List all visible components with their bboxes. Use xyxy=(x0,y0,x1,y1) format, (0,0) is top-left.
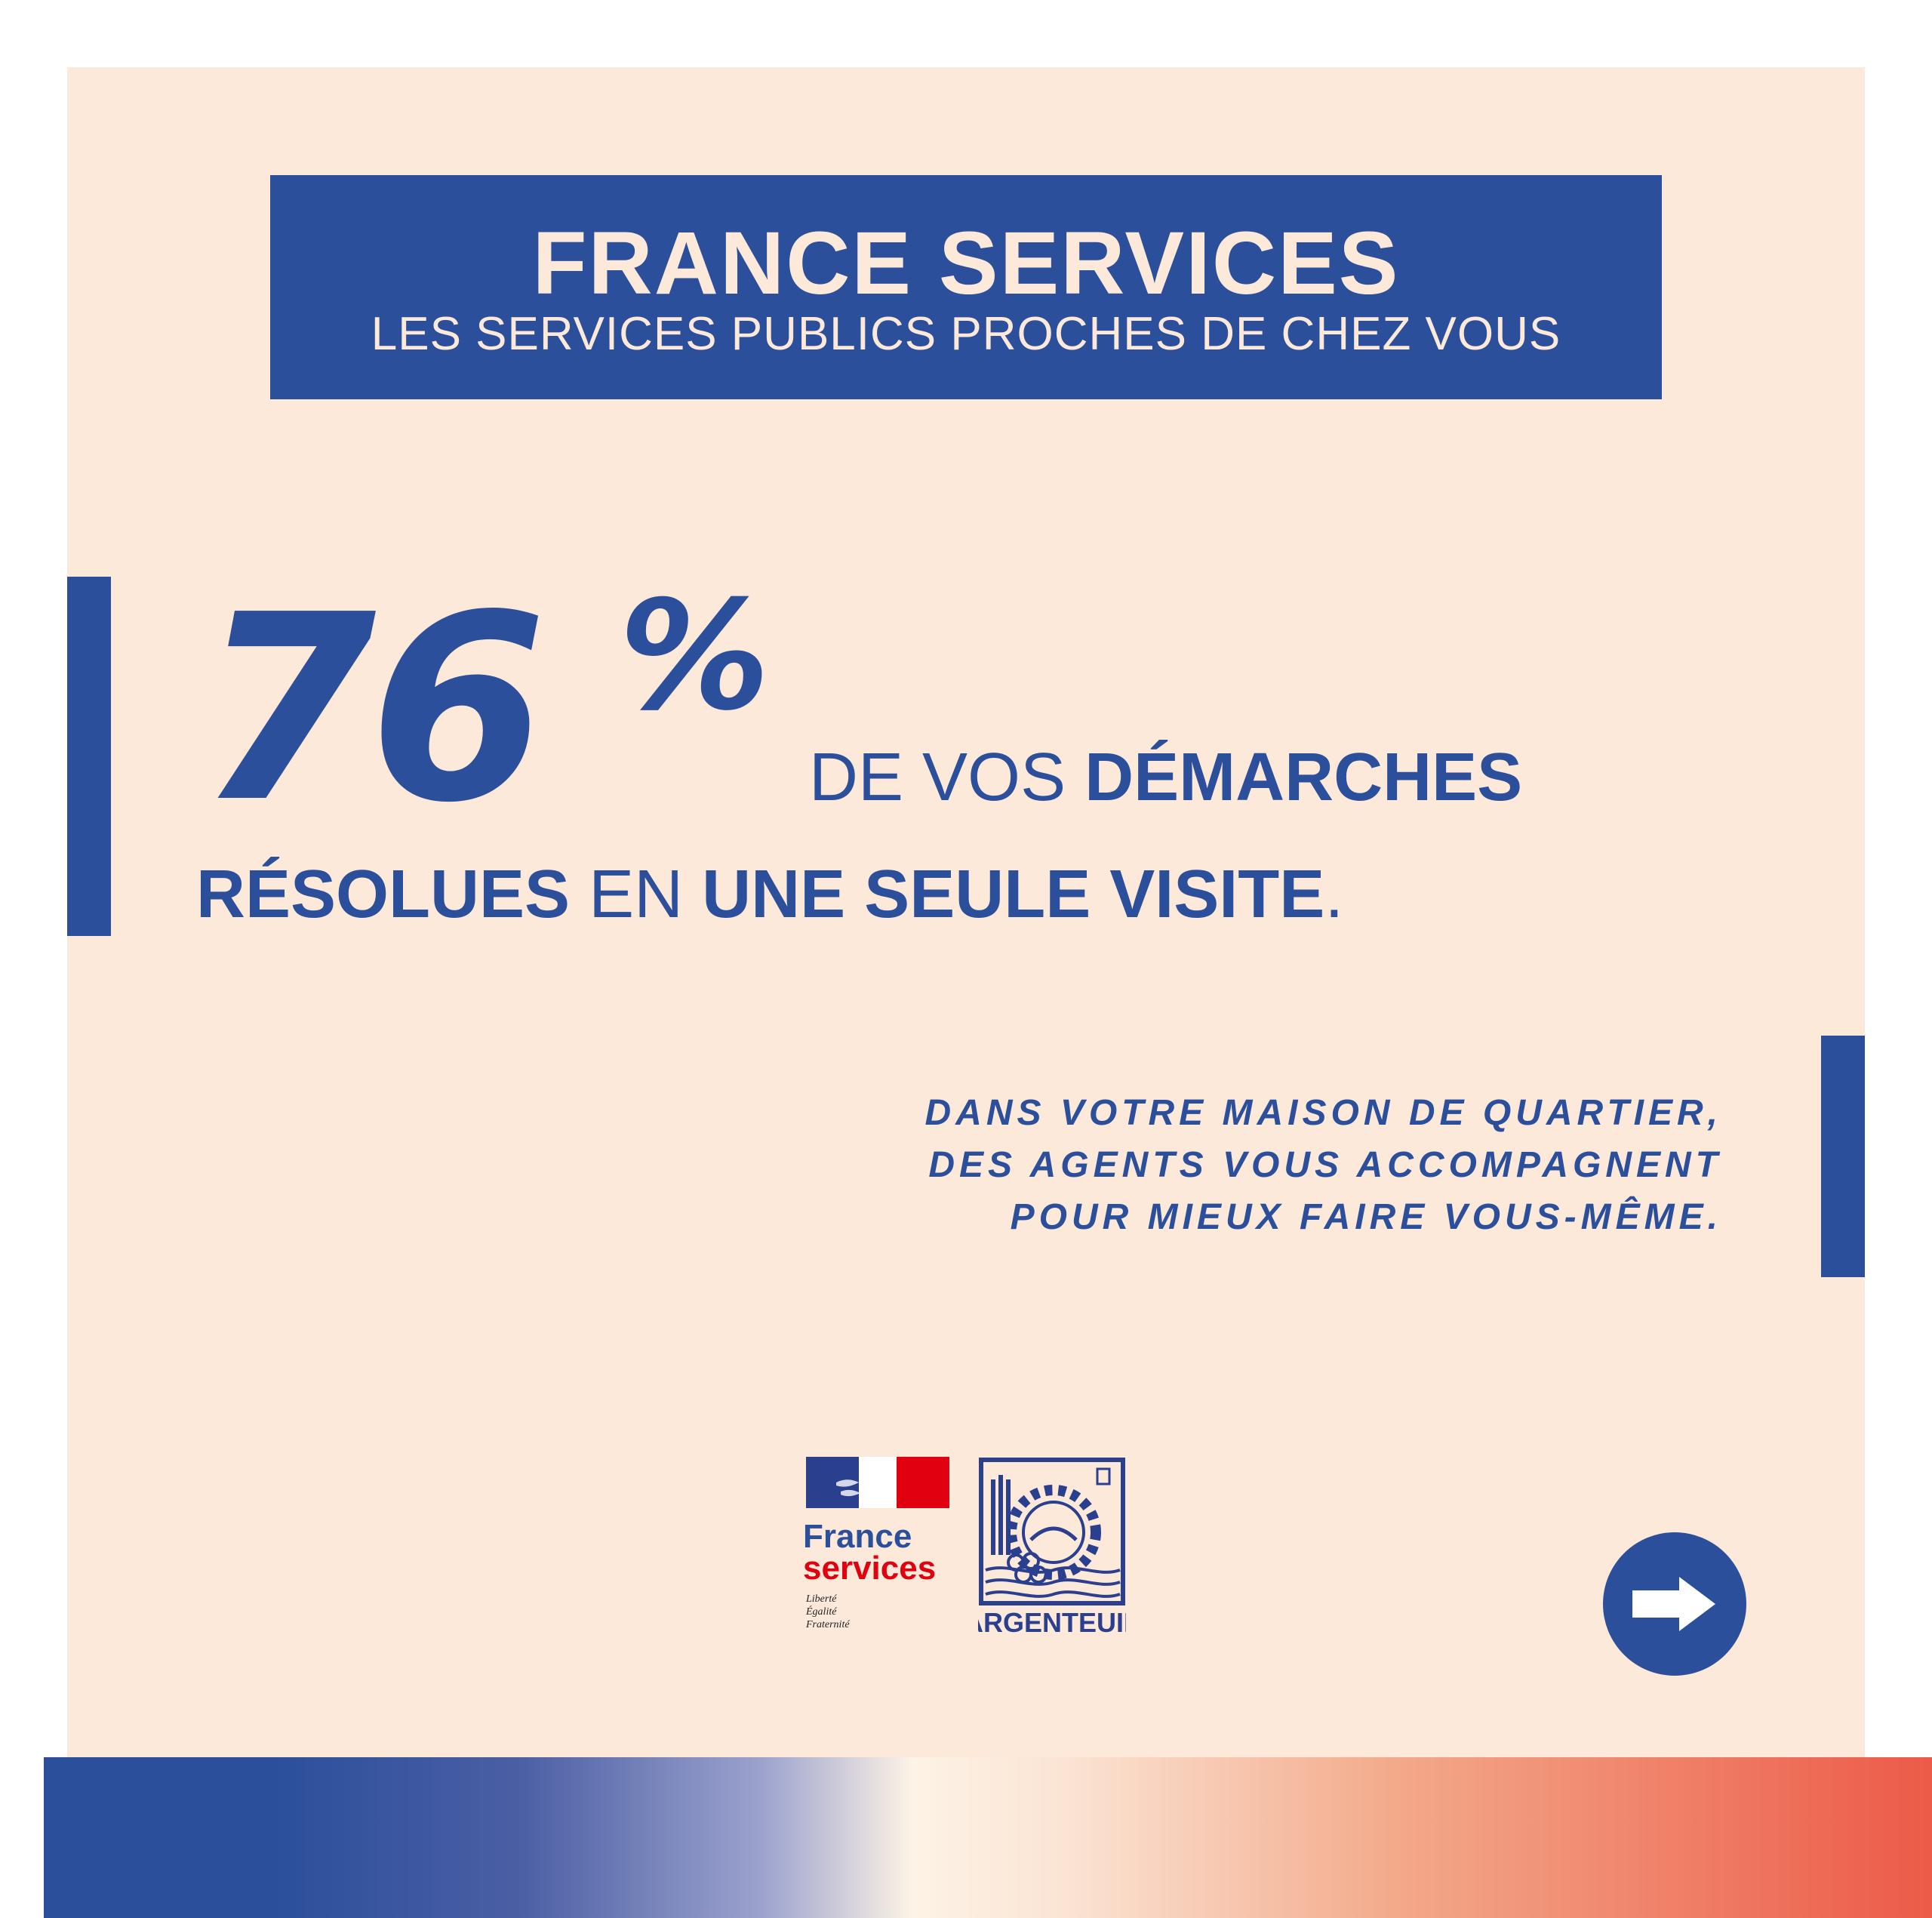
marianne-flag-icon xyxy=(806,1457,949,1508)
france-services-name-line-1: France xyxy=(803,1518,912,1555)
arrow-right-icon xyxy=(1632,1577,1715,1631)
tricolor-gradient-band xyxy=(44,1757,1932,1918)
france-services-logo: France services Liberté Égalité Fraterni… xyxy=(801,1457,952,1638)
left-accent-bar xyxy=(67,577,111,936)
stat-line-2-bold-b: UNE SEULE VISITE xyxy=(702,857,1325,932)
page-subtitle: LES SERVICES PUBLICS PROCHES DE CHEZ VOU… xyxy=(371,308,1561,360)
argenteuil-crest-icon: ARGENTEUIL xyxy=(964,1458,1140,1638)
stat-line-1-bold: DÉMARCHES xyxy=(1084,740,1523,815)
motto-line: Fraternité xyxy=(806,1619,850,1630)
stat-line-1-light: DE VOS xyxy=(809,740,1085,815)
header-banner: FRANCE SERVICES LES SERVICES PUBLICS PRO… xyxy=(270,175,1662,399)
tagline-line: DES AGENTS VOUS ACCOMPAGNENT xyxy=(928,1145,1722,1185)
stat-line-2: RÉSOLUES EN UNE SEULE VISITE. xyxy=(196,860,1343,928)
france-services-name-line-2: services xyxy=(803,1550,937,1587)
tagline-line: DANS VOTRE MAISON DE QUARTIER, xyxy=(924,1093,1722,1133)
republic-motto: Liberté Égalité Fraternité xyxy=(806,1593,850,1631)
next-button[interactable] xyxy=(1603,1532,1746,1676)
tagline-line: POUR MIEUX FAIRE VOUS-MÊME. xyxy=(1010,1197,1722,1237)
stat-line-1: DE VOS DÉMARCHES xyxy=(809,743,1522,811)
tagline: DANS VOTRE MAISON DE QUARTIER, DES AGENT… xyxy=(741,1087,1722,1243)
motto-line: Égalité xyxy=(806,1606,837,1618)
argenteuil-name: ARGENTEUIL xyxy=(978,1607,1126,1638)
right-accent-bar xyxy=(1821,1036,1865,1277)
stat-line-2-end: . xyxy=(1324,857,1344,932)
motto-line: Liberté xyxy=(806,1593,837,1605)
stat-percent-sign: % xyxy=(619,568,771,744)
page-title: FRANCE SERVICES xyxy=(532,214,1400,313)
stat-line-2-bold-a: RÉSOLUES xyxy=(196,857,571,932)
stat-line-2-light: EN xyxy=(570,857,703,932)
argenteuil-logo: ARGENTEUIL xyxy=(964,1457,1140,1638)
stat-number: 76 xyxy=(198,560,547,859)
